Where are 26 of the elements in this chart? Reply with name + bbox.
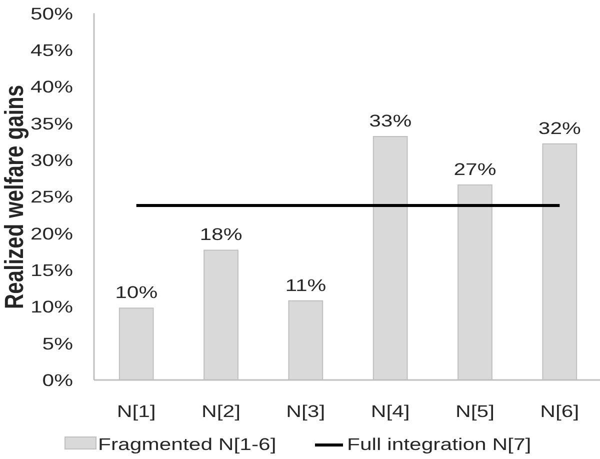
y-tick-label: 45% bbox=[30, 42, 73, 60]
legend-label: Fragmented N[1-6] bbox=[98, 436, 276, 454]
data-label: 10% bbox=[115, 284, 158, 303]
data-label: 27% bbox=[454, 160, 496, 180]
x-tick-label: N[4] bbox=[370, 402, 410, 422]
legend-label: Full integration N[7] bbox=[347, 436, 532, 454]
x-tick-label: N[6] bbox=[540, 402, 580, 422]
y-tick-label: 20% bbox=[30, 225, 73, 244]
x-tick-label: N[3] bbox=[286, 402, 326, 422]
y-tick-label: 5% bbox=[42, 335, 73, 354]
y-tick-label: 15% bbox=[30, 262, 73, 280]
data-label: 18% bbox=[200, 226, 242, 245]
data-label: 32% bbox=[538, 120, 581, 138]
x-tick-label: N[1] bbox=[116, 402, 156, 422]
data-label: 11% bbox=[285, 276, 326, 296]
x-tick-label: N[2] bbox=[202, 402, 240, 422]
data-label: 33% bbox=[369, 112, 412, 131]
y-tick-label: 30% bbox=[30, 152, 73, 170]
y-tick-label: 40% bbox=[30, 78, 73, 98]
y-tick-label: 50% bbox=[30, 5, 73, 24]
x-tick-label: N[5] bbox=[456, 402, 494, 422]
y-tick-label: 25% bbox=[30, 188, 73, 208]
y-tick-label: 10% bbox=[30, 298, 73, 318]
y-tick-label: 35% bbox=[30, 115, 73, 134]
y-tick-label: 0% bbox=[42, 372, 73, 390]
y-axis-title: Realized welfare gains bbox=[0, 84, 30, 310]
